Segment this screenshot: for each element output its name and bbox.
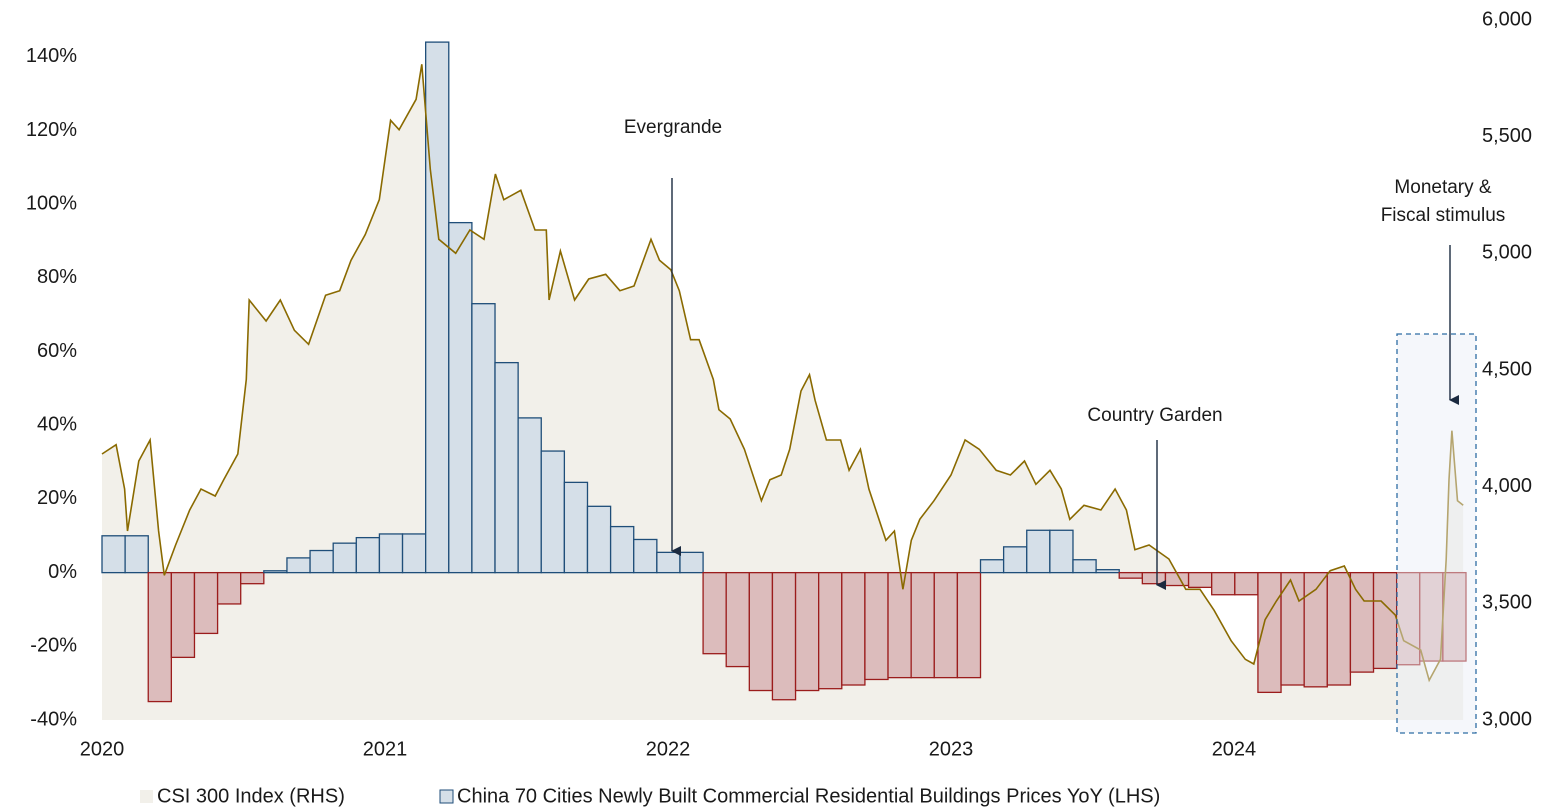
y-tick-label: 20% — [37, 487, 77, 509]
highlight-box — [1396, 333, 1477, 734]
y-tick-label: 100% — [26, 192, 77, 214]
bar — [933, 571, 959, 679]
y-tick-label: 40% — [37, 414, 77, 436]
bar — [702, 571, 727, 655]
bar — [1049, 529, 1074, 574]
legend-label: CSI 300 Index (RHS) — [157, 785, 345, 807]
y-tick-label: -40% — [30, 708, 77, 730]
annotation: Country Garden — [1087, 405, 1222, 426]
legend-swatch — [439, 789, 454, 804]
bar — [240, 571, 265, 585]
bar — [170, 571, 196, 659]
bar — [309, 549, 334, 574]
bar — [864, 571, 889, 681]
y2-tick-label: 5,500 — [1482, 125, 1532, 147]
bar — [263, 570, 288, 574]
y-tick-label: 80% — [37, 266, 77, 288]
bar — [517, 417, 542, 574]
y2-tick-label: 5,000 — [1482, 242, 1532, 264]
bar — [818, 571, 843, 690]
bar — [124, 535, 149, 574]
y2-tick-label: 3,000 — [1482, 708, 1532, 730]
bar — [1026, 529, 1051, 574]
bar — [586, 505, 612, 574]
bar — [286, 557, 311, 574]
bar — [563, 481, 589, 574]
bar — [1211, 571, 1236, 596]
bar — [193, 571, 219, 635]
bar — [1072, 559, 1097, 574]
bar — [332, 542, 357, 574]
annotation: Monetary & — [1394, 177, 1491, 198]
bar — [471, 303, 496, 574]
bar — [1118, 571, 1143, 579]
legend-swatch — [140, 790, 153, 803]
y-tick-label: 0% — [48, 561, 77, 583]
bar — [633, 538, 658, 574]
bar — [841, 571, 866, 686]
x-tick-label: 2022 — [646, 738, 691, 760]
bar — [1141, 571, 1167, 585]
annotation: Evergrande — [624, 117, 722, 138]
x-tick-label: 2024 — [1212, 738, 1257, 760]
y-tick-label: 140% — [26, 45, 77, 67]
bar — [401, 533, 427, 574]
bar — [1002, 546, 1028, 574]
bar — [979, 559, 1005, 574]
bar — [355, 536, 381, 574]
y2-tick-label: 6,000 — [1482, 8, 1532, 30]
bar — [679, 551, 704, 574]
bar — [378, 533, 404, 574]
bar — [216, 571, 242, 605]
bar — [771, 571, 797, 701]
bar — [748, 571, 774, 692]
bar — [1326, 571, 1352, 686]
y2-tick-label: 4,500 — [1482, 358, 1532, 380]
bar — [448, 221, 473, 574]
bar — [656, 551, 681, 574]
bar — [1372, 571, 1398, 670]
bar — [494, 361, 519, 574]
bar — [1234, 571, 1259, 596]
x-tick-label: 2021 — [363, 738, 408, 760]
line — [101, 64, 1464, 683]
y2-tick-label: 4,000 — [1482, 475, 1532, 497]
legend-label: China 70 Cities Newly Built Commercial R… — [457, 785, 1160, 807]
bar — [956, 571, 982, 679]
bar — [910, 571, 935, 679]
bar — [794, 571, 820, 692]
bar — [1095, 569, 1120, 574]
y-tick-label: 120% — [26, 119, 77, 141]
bar — [147, 571, 173, 703]
annotation: Fiscal stimulus — [1381, 205, 1506, 226]
bar — [1187, 571, 1213, 589]
x-tick-label: 2020 — [80, 738, 125, 760]
bar — [609, 525, 635, 574]
bar — [101, 535, 126, 574]
bar — [425, 41, 450, 574]
y-tick-label: 60% — [37, 340, 77, 362]
bar — [887, 571, 912, 679]
bar — [725, 571, 750, 668]
bar — [540, 450, 566, 574]
y-tick-label: -20% — [30, 635, 77, 657]
y2-tick-label: 3,500 — [1482, 592, 1532, 614]
x-tick-label: 2023 — [929, 738, 974, 760]
